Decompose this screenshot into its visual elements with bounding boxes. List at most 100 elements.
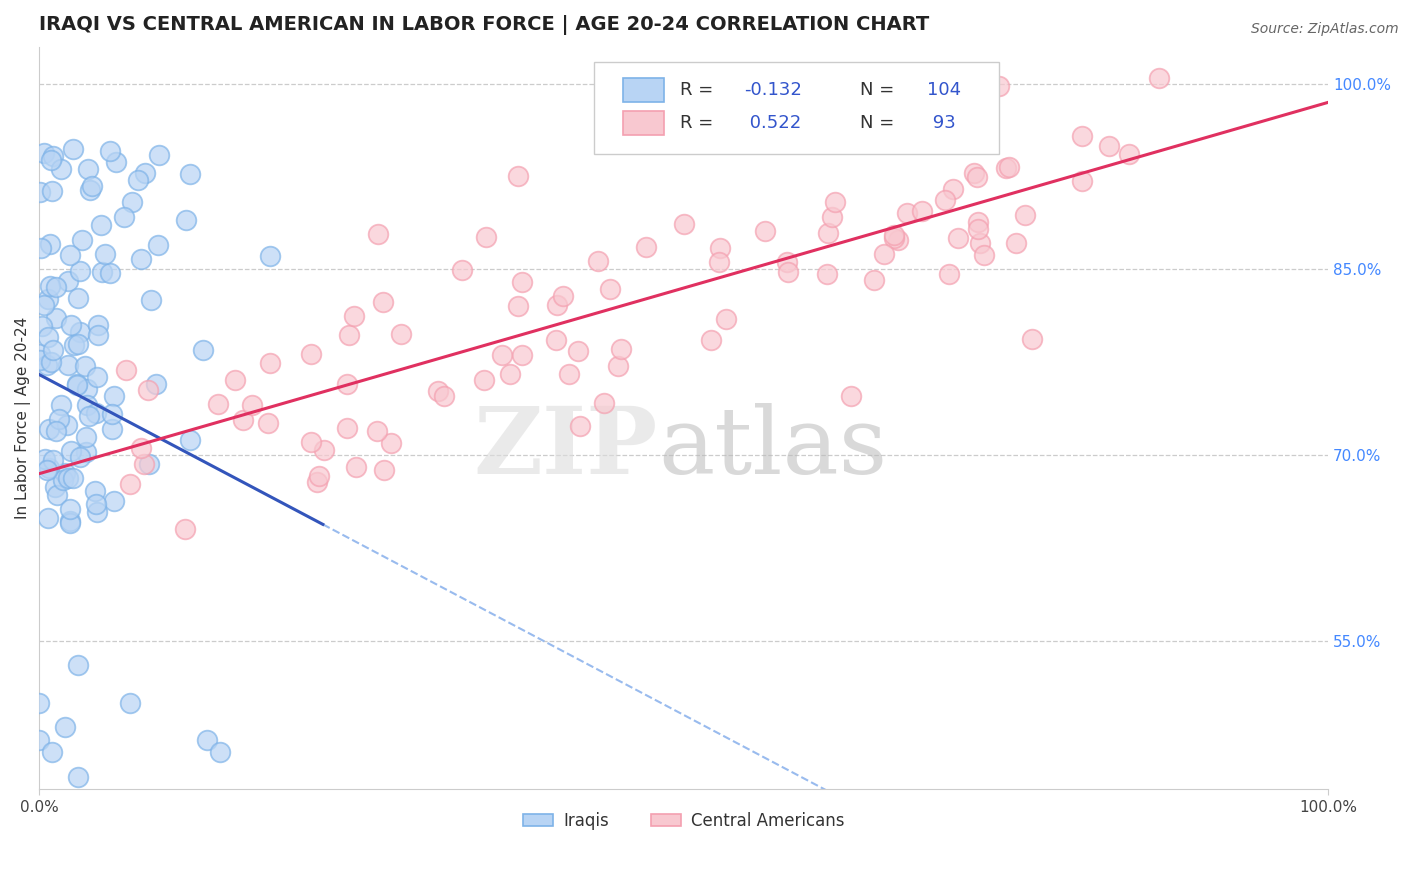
Point: [337, 328, 360, 343]
Point: [307, 475, 329, 489]
Point: [427, 384, 450, 399]
Point: [62, 142, 84, 156]
Text: 93: 93: [928, 114, 956, 132]
Point: [988, 79, 1011, 94]
Point: [174, 212, 197, 227]
Point: [256, 416, 278, 430]
Point: [911, 203, 934, 218]
Point: [883, 227, 905, 242]
Point: [103, 493, 125, 508]
Point: [75, 430, 97, 444]
Point: [195, 732, 218, 747]
Point: [55, 466, 77, 480]
Point: [35, 358, 58, 372]
Point: [32, 297, 55, 311]
Text: atlas: atlas: [658, 402, 887, 492]
Point: [259, 356, 281, 370]
Text: N =: N =: [860, 114, 900, 132]
Point: [56, 274, 79, 288]
Point: [208, 745, 231, 759]
Point: [942, 182, 965, 196]
Point: [1021, 332, 1043, 346]
FancyBboxPatch shape: [593, 62, 1000, 154]
Point: [873, 247, 896, 261]
Point: [77, 409, 100, 423]
Point: [75, 444, 97, 458]
Point: [37, 422, 59, 436]
Point: [56, 470, 79, 484]
Point: [506, 169, 529, 183]
Point: [815, 268, 838, 282]
Point: [138, 457, 160, 471]
FancyBboxPatch shape: [623, 78, 665, 102]
Point: [76, 382, 98, 396]
Point: [969, 235, 991, 250]
Point: [42, 149, 65, 163]
Point: [558, 367, 581, 381]
Point: [191, 343, 214, 357]
Point: [134, 457, 156, 471]
Point: [224, 373, 246, 387]
Point: [366, 424, 388, 438]
Point: [39, 278, 62, 293]
Point: [232, 413, 254, 427]
Point: [66, 770, 89, 784]
Point: [30, 241, 52, 255]
Text: 104: 104: [928, 81, 962, 99]
Point: [966, 215, 988, 229]
Point: [207, 397, 229, 411]
Point: [451, 263, 474, 277]
Point: [567, 344, 589, 359]
Y-axis label: In Labor Force | Age 20-24: In Labor Force | Age 20-24: [15, 317, 31, 519]
Point: [127, 173, 149, 187]
Point: [821, 210, 844, 224]
Point: [778, 265, 800, 279]
Point: [69, 264, 91, 278]
Point: [59, 516, 82, 531]
Point: [367, 227, 389, 242]
Point: [62, 338, 84, 352]
Point: [28, 185, 51, 199]
Point: [1070, 128, 1092, 143]
Point: [499, 367, 522, 381]
Point: [707, 254, 730, 268]
Point: [51, 399, 73, 413]
Point: [98, 145, 121, 159]
Point: [28, 696, 51, 710]
Point: [59, 248, 82, 262]
Point: [240, 398, 263, 412]
Point: [336, 377, 359, 392]
Point: [76, 398, 98, 412]
Point: [754, 224, 776, 238]
Point: [709, 241, 731, 255]
Point: [84, 497, 107, 511]
Point: [53, 720, 76, 734]
Point: [966, 169, 988, 184]
Point: [129, 442, 152, 456]
Point: [634, 240, 657, 254]
Point: [963, 166, 986, 180]
Text: N =: N =: [860, 81, 900, 99]
Point: [49, 162, 72, 177]
Point: [37, 510, 59, 524]
Point: [544, 333, 567, 347]
Point: [129, 252, 152, 266]
Point: [994, 161, 1017, 175]
Point: [343, 309, 366, 323]
Point: [299, 347, 322, 361]
Text: IRAQI VS CENTRAL AMERICAN IN LABOR FORCE | AGE 20-24 CORRELATION CHART: IRAQI VS CENTRAL AMERICAN IN LABOR FORCE…: [39, 15, 929, 35]
Point: [101, 408, 124, 422]
Point: [1098, 139, 1121, 153]
Point: [76, 161, 98, 176]
Point: [998, 160, 1021, 174]
Point: [121, 195, 143, 210]
Point: [66, 658, 89, 673]
Point: [56, 417, 79, 432]
Point: [86, 369, 108, 384]
Point: [80, 178, 103, 193]
Point: [28, 352, 51, 367]
Point: [776, 255, 799, 269]
Point: [90, 264, 112, 278]
Point: [66, 376, 89, 391]
Point: [946, 231, 969, 245]
